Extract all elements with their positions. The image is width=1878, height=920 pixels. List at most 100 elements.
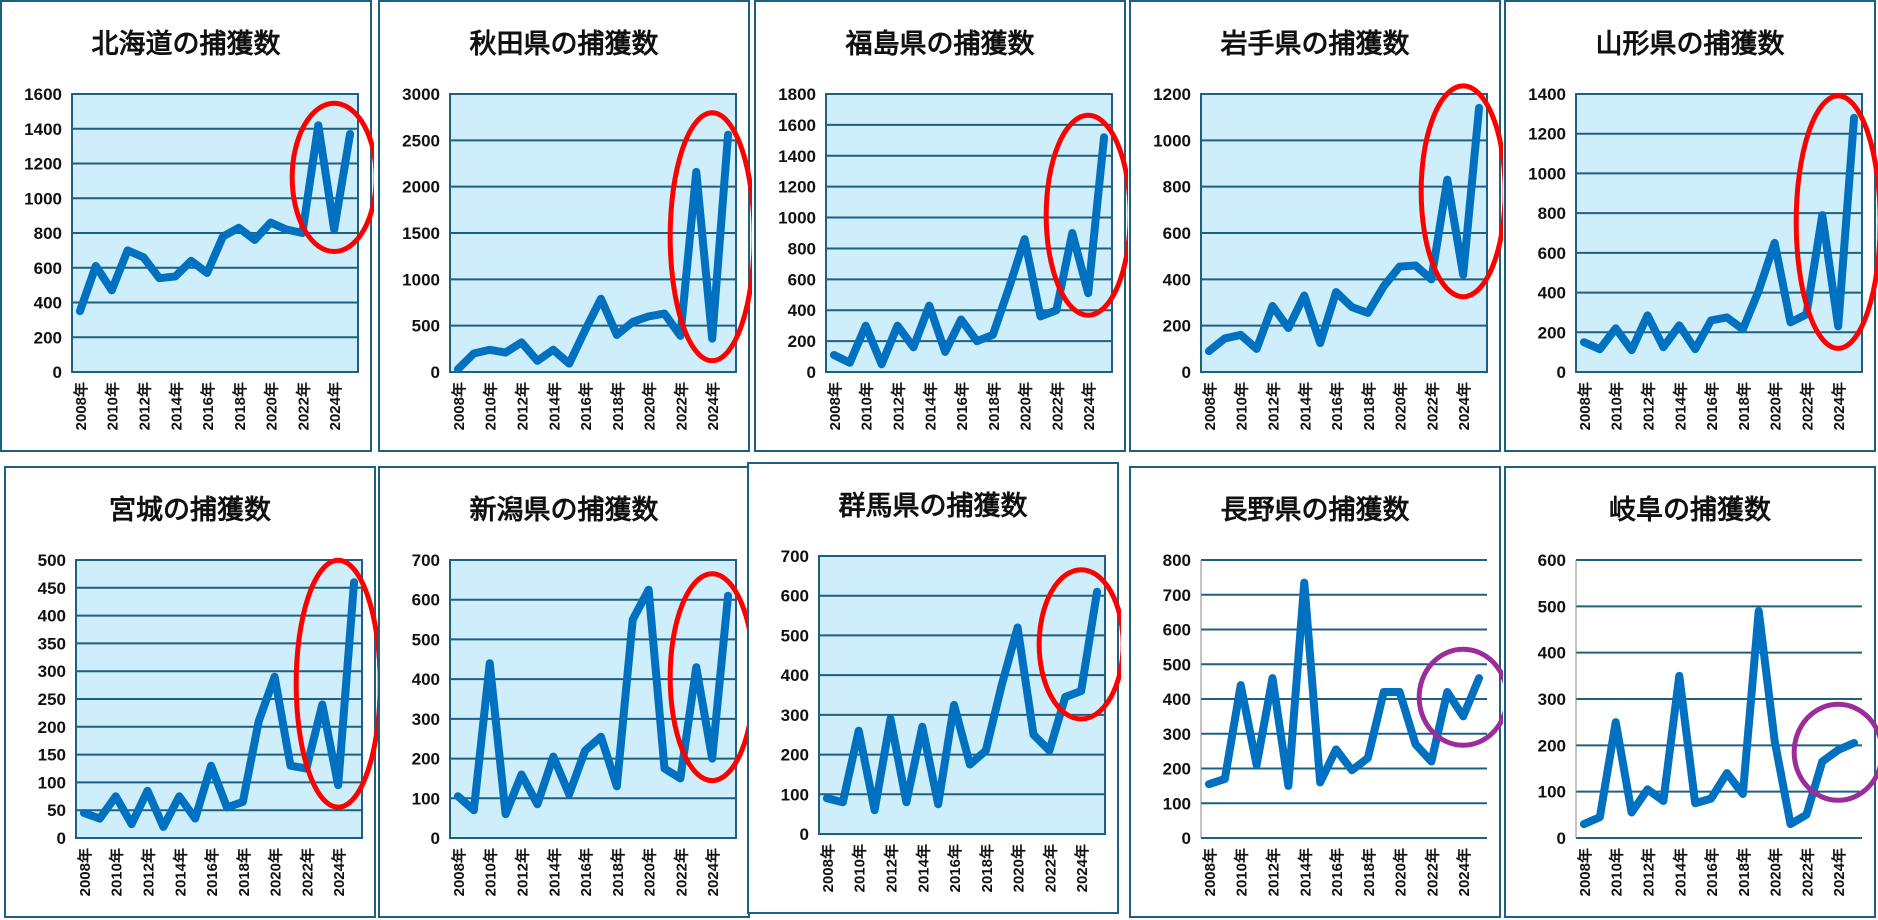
x-tick-label: 2022年 — [1798, 848, 1816, 896]
x-tick-label: 2010年 — [1233, 382, 1251, 430]
y-tick-label: 1000 — [778, 209, 816, 228]
x-tick-label: 2020年 — [1392, 382, 1410, 430]
x-tick-label: 2014年 — [921, 382, 939, 430]
x-tick-label: 2010年 — [482, 848, 500, 896]
x-tick-label: 2016年 — [1328, 382, 1346, 430]
x-tick-label: 2008年 — [450, 382, 468, 430]
y-tick-label: 1500 — [402, 224, 440, 243]
x-tick-label: 2024年 — [326, 382, 344, 430]
y-tick-label: 350 — [38, 634, 66, 653]
x-tick-label: 2024年 — [330, 848, 348, 896]
y-tick-label: 600 — [781, 587, 809, 606]
y-tick-label: 500 — [781, 626, 809, 645]
y-tick-label: 400 — [38, 607, 66, 626]
x-tick-label: 2018年 — [231, 382, 249, 430]
y-tick-label: 700 — [1163, 586, 1191, 605]
x-tick-label: 2016年 — [946, 844, 964, 892]
y-tick-label: 500 — [38, 551, 66, 570]
y-tick-label: 1200 — [778, 178, 816, 197]
y-tick-label: 250 — [38, 690, 66, 709]
x-tick-label: 2008年 — [1201, 382, 1219, 430]
x-tick-label: 2016年 — [953, 382, 971, 430]
x-tick-label: 2024年 — [1455, 848, 1473, 896]
y-tick-label: 600 — [412, 591, 440, 610]
x-tick-label: 2024年 — [1455, 382, 1473, 430]
y-tick-label: 100 — [412, 789, 440, 808]
x-tick-label: 2024年 — [1830, 382, 1848, 430]
x-tick-label: 2024年 — [1073, 844, 1091, 892]
x-tick-label: 2016年 — [203, 848, 221, 896]
x-tick-label: 2010年 — [1233, 848, 1251, 896]
x-tick-label: 2014年 — [1296, 382, 1314, 430]
chart-title: 岩手県の捕獲数 — [1131, 22, 1499, 61]
y-tick-label: 400 — [1538, 644, 1566, 663]
x-tick-label: 2014年 — [545, 382, 563, 430]
x-tick-label: 2022年 — [294, 382, 312, 430]
x-tick-label: 2010年 — [108, 848, 126, 896]
x-tick-label: 2014年 — [545, 848, 563, 896]
y-tick-label: 500 — [1163, 655, 1191, 674]
x-tick-label: 2022年 — [1041, 844, 1059, 892]
y-tick-label: 500 — [1538, 597, 1566, 616]
x-tick-label: 2022年 — [672, 848, 690, 896]
y-tick-label: 400 — [1163, 270, 1191, 289]
x-tick-label: 2024年 — [704, 382, 722, 430]
y-tick-label: 450 — [38, 579, 66, 598]
x-tick-label: 2012年 — [1265, 382, 1283, 430]
y-tick-label: 1400 — [778, 147, 816, 166]
x-tick-label: 2008年 — [1576, 382, 1594, 430]
x-tick-label: 2016年 — [577, 848, 595, 896]
x-tick-label: 2018年 — [978, 844, 996, 892]
y-tick-label: 800 — [788, 239, 816, 258]
x-tick-label: 2010年 — [104, 382, 122, 430]
x-tick-label: 2020年 — [641, 382, 659, 430]
x-tick-label: 2022年 — [672, 382, 690, 430]
x-tick-label: 2008年 — [826, 382, 844, 430]
y-tick-label: 300 — [38, 662, 66, 681]
x-tick-label: 2024年 — [704, 848, 722, 896]
y-tick-label: 0 — [1557, 363, 1566, 382]
y-tick-label: 600 — [788, 270, 816, 289]
y-tick-label: 400 — [1538, 284, 1566, 303]
y-tick-label: 300 — [781, 706, 809, 725]
x-tick-label: 2014年 — [1296, 848, 1314, 896]
chart-title: 秋田県の捕獲数 — [380, 22, 748, 61]
x-tick-label: 2020年 — [1767, 848, 1785, 896]
x-tick-label: 2018年 — [985, 382, 1003, 430]
y-tick-label: 800 — [1163, 551, 1191, 570]
chart-title: 北海道の捕獲数 — [2, 22, 370, 61]
y-tick-label: 600 — [1163, 621, 1191, 640]
x-tick-label: 2010年 — [482, 382, 500, 430]
y-tick-label: 1000 — [402, 270, 440, 289]
x-tick-label: 2012年 — [1265, 848, 1283, 896]
chart-title: 山形県の捕獲数 — [1506, 22, 1874, 61]
x-tick-label: 2016年 — [1703, 848, 1721, 896]
y-tick-label: 600 — [1538, 244, 1566, 263]
x-tick-label: 2014年 — [171, 848, 189, 896]
x-tick-label: 2012年 — [1640, 848, 1658, 896]
y-tick-label: 0 — [53, 363, 62, 382]
x-tick-label: 2020年 — [1017, 382, 1035, 430]
y-tick-label: 200 — [1163, 760, 1191, 779]
y-tick-label: 100 — [781, 785, 809, 804]
x-tick-label: 2012年 — [890, 382, 908, 430]
x-tick-label: 2024年 — [1830, 848, 1848, 896]
y-tick-label: 200 — [34, 328, 62, 347]
x-tick-label: 2016年 — [199, 382, 217, 430]
y-tick-label: 600 — [34, 259, 62, 278]
y-tick-label: 1400 — [24, 120, 62, 139]
y-tick-label: 1000 — [1528, 164, 1566, 183]
y-tick-label: 400 — [1163, 690, 1191, 709]
y-tick-label: 700 — [412, 551, 440, 570]
chart-title: 群馬県の捕獲数 — [749, 484, 1117, 523]
x-tick-label: 2010年 — [1608, 382, 1626, 430]
x-tick-label: 2008年 — [1576, 848, 1594, 896]
